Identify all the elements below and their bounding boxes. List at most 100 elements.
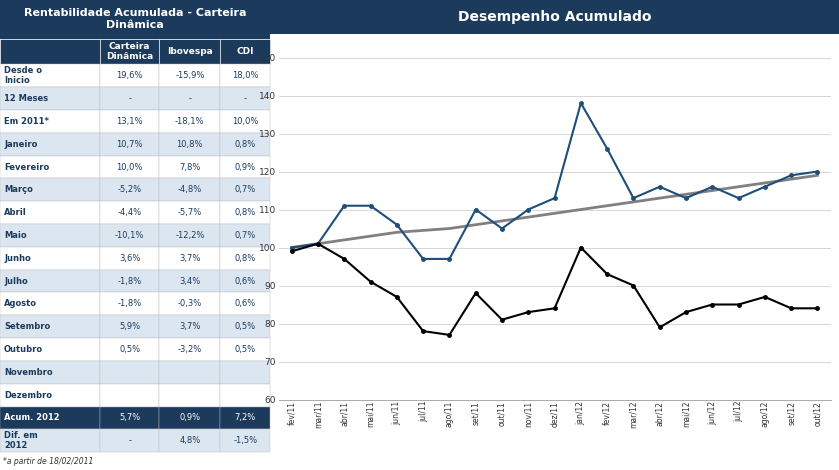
Text: Em 2011*: Em 2011*	[4, 117, 49, 126]
Bar	[0, 270, 100, 292]
Ibovespa	[471, 290, 481, 296]
Text: Rentabilidade Acumulada - Carteira
Dinâmica: Rentabilidade Acumulada - Carteira Dinâm…	[23, 8, 247, 31]
Text: 0,9%: 0,9%	[235, 163, 256, 172]
Text: 18,0%: 18,0%	[232, 71, 258, 80]
Text: 0,5%: 0,5%	[235, 322, 256, 331]
Carteira Dinâmica	[733, 196, 743, 201]
Bar	[159, 407, 220, 429]
CDI	[313, 241, 323, 247]
Bar	[0, 315, 100, 338]
Bar	[159, 133, 220, 156]
Bar	[220, 64, 270, 87]
Carteira Dinâmica	[576, 100, 586, 106]
Bar	[0, 338, 100, 361]
Text: -1,8%: -1,8%	[117, 276, 142, 286]
Bar	[0, 429, 100, 452]
Text: CDI: CDI	[237, 47, 254, 56]
Text: 3,6%: 3,6%	[119, 254, 140, 263]
Text: 12 Meses: 12 Meses	[4, 94, 48, 103]
Text: -4,8%: -4,8%	[178, 185, 202, 194]
Text: 19,6%: 19,6%	[117, 71, 143, 80]
Text: Setembro: Setembro	[4, 322, 50, 331]
Bar	[0, 39, 100, 64]
Text: 3,4%: 3,4%	[180, 276, 201, 286]
CDI	[681, 191, 691, 197]
Text: -: -	[188, 94, 191, 103]
Bar	[100, 361, 159, 384]
Ibovespa	[628, 282, 638, 288]
Bar	[100, 247, 159, 270]
Bar	[159, 156, 220, 179]
Ibovespa	[445, 332, 455, 338]
CDI	[287, 245, 297, 251]
Bar	[159, 224, 220, 247]
Text: -12,2%: -12,2%	[175, 231, 205, 240]
Text: -1,8%: -1,8%	[117, 299, 142, 308]
Bar	[220, 361, 270, 384]
Bar	[0, 201, 100, 224]
Text: 4,8%: 4,8%	[180, 436, 201, 445]
Carteira Dinâmica	[287, 245, 297, 251]
Carteira Dinâmica	[366, 203, 376, 209]
Text: Agosto: Agosto	[4, 299, 37, 308]
Bar	[0, 0, 270, 39]
Text: 10,7%: 10,7%	[117, 140, 143, 149]
Text: Dif. em
2012: Dif. em 2012	[4, 431, 38, 450]
Bar	[100, 429, 159, 452]
CDI	[602, 203, 612, 209]
Bar	[159, 315, 220, 338]
Line: Carteira Dinâmica: Carteira Dinâmica	[290, 102, 819, 261]
Carteira Dinâmica	[786, 172, 796, 178]
Bar	[220, 270, 270, 292]
Text: 10,0%: 10,0%	[117, 163, 143, 172]
CDI	[812, 172, 822, 178]
Bar	[100, 110, 159, 133]
Text: Junho: Junho	[4, 254, 31, 263]
Ibovespa	[339, 256, 349, 262]
Text: -4,4%: -4,4%	[117, 208, 142, 217]
Carteira Dinâmica	[313, 241, 323, 247]
Text: 5,7%: 5,7%	[119, 414, 140, 423]
Bar	[159, 87, 220, 110]
CDI	[392, 229, 402, 235]
Carteira Dinâmica	[628, 196, 638, 201]
Ibovespa	[497, 317, 507, 322]
Bar	[100, 156, 159, 179]
Bar	[0, 156, 100, 179]
Text: 10,8%: 10,8%	[176, 140, 203, 149]
Text: 0,7%: 0,7%	[235, 231, 256, 240]
CDI	[654, 196, 664, 201]
Bar	[0, 87, 100, 110]
Text: 7,8%: 7,8%	[179, 163, 201, 172]
Bar	[220, 338, 270, 361]
Text: 0,8%: 0,8%	[235, 140, 256, 149]
Carteira Dinâmica	[550, 196, 560, 201]
Bar	[0, 64, 100, 87]
Text: -: -	[128, 94, 131, 103]
Text: 0,7%: 0,7%	[235, 185, 256, 194]
Carteira Dinâmica	[812, 169, 822, 174]
Bar	[220, 407, 270, 429]
Bar	[100, 39, 159, 64]
Bar	[100, 338, 159, 361]
CDI	[760, 180, 770, 186]
CDI	[786, 176, 796, 182]
Bar	[0, 247, 100, 270]
Bar	[220, 133, 270, 156]
Carteira Dinâmica	[418, 256, 428, 262]
Ibovespa	[681, 309, 691, 315]
Bar	[220, 179, 270, 201]
Text: 0,9%: 0,9%	[180, 414, 201, 423]
Ibovespa	[786, 306, 796, 311]
CDI	[628, 199, 638, 205]
Bar	[220, 156, 270, 179]
Text: Dezembro: Dezembro	[4, 391, 52, 400]
Text: Ibovespa: Ibovespa	[167, 47, 212, 56]
Carteira Dinâmica	[471, 207, 481, 212]
Bar	[159, 247, 220, 270]
Carteira Dinâmica	[339, 203, 349, 209]
Bar	[220, 247, 270, 270]
Carteira Dinâmica	[524, 207, 534, 212]
Bar	[0, 133, 100, 156]
Bar	[220, 39, 270, 64]
